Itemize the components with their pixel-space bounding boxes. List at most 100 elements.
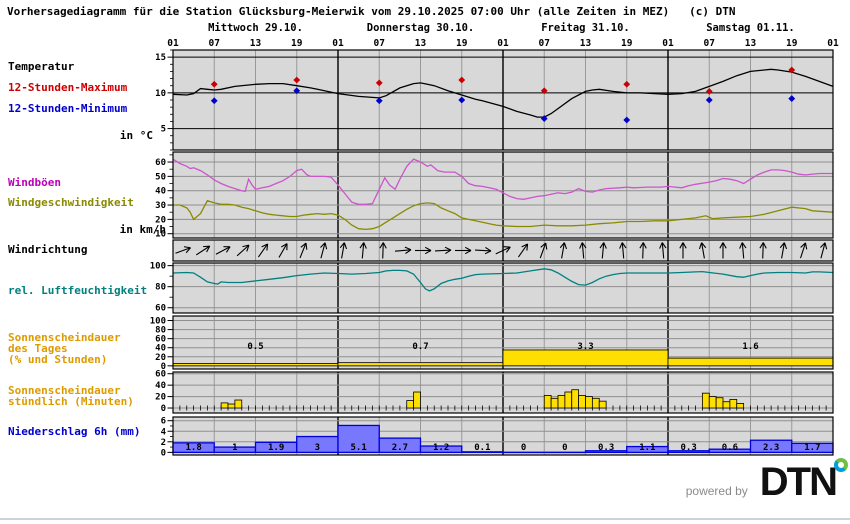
svg-text:1.8: 1.8	[185, 443, 201, 453]
humidity-lines	[172, 268, 834, 292]
label-12h-maximum: 12-Stunden-Maximum	[8, 81, 128, 94]
wind-arrow-icon	[559, 242, 568, 259]
label-sun-hourly-line2: stündlich (Minuten)	[8, 395, 134, 408]
line-rel-luftfeuchtigkeit	[172, 268, 834, 292]
wind-arrow-icon	[719, 242, 727, 259]
label-temperature: Temperatur	[8, 60, 75, 73]
temperature-lines	[172, 66, 834, 124]
svg-text:60: 60	[155, 335, 166, 345]
svg-text:1.2: 1.2	[433, 443, 449, 453]
label-wind-speed: Windgeschwindigkeit	[8, 196, 134, 209]
panel-wind: 10 20 30 40 50 60	[155, 152, 833, 240]
wind-arrow-icon	[195, 245, 211, 256]
label-sun-hourly-line1: Sonnenscheindauer	[8, 384, 121, 397]
dtn-logo-ring-icon	[834, 458, 848, 472]
panel-border-humidity	[172, 262, 834, 314]
svg-text:15: 15	[155, 53, 166, 63]
svg-text:01: 01	[332, 38, 344, 49]
svg-text:0.1: 0.1	[474, 443, 490, 453]
svg-text:0: 0	[161, 448, 166, 458]
svg-text:19: 19	[621, 38, 633, 49]
line-temperatur	[172, 68, 834, 118]
svg-text:Samstag 01.11.: Samstag 01.11.	[706, 22, 795, 34]
svg-text:50: 50	[155, 172, 166, 182]
svg-text:60: 60	[155, 304, 166, 314]
svg-text:20: 20	[155, 353, 166, 363]
forecast-chart: Mittwoch 29.10. Donnerstag 30.10. Freitag …	[150, 22, 839, 458]
wind-arrow-icon	[579, 242, 587, 259]
markers-12-stunden-minimum	[210, 87, 796, 124]
wind-arrow-icon	[236, 244, 250, 257]
wind-arrow-icon	[434, 246, 452, 255]
svg-text:0: 0	[161, 404, 166, 414]
wind-arrow-icon	[698, 242, 707, 259]
svg-text:100: 100	[150, 262, 166, 272]
panel-temperature: 5 10 15	[155, 49, 833, 151]
wind-arrow-icon	[539, 242, 548, 259]
svg-text:3.3: 3.3	[577, 342, 593, 352]
label-sun-daily-line1: Sonnenscheindauer	[8, 331, 121, 344]
dtn-logo: DTN	[759, 458, 848, 504]
svg-text:0.5: 0.5	[247, 342, 263, 352]
label-sun-daily-line3: (% und Stunden)	[8, 353, 108, 366]
svg-text:80: 80	[155, 326, 166, 336]
svg-text:0: 0	[562, 443, 567, 453]
panel-border-sun_daily	[172, 315, 834, 370]
wind-arrow-icon	[599, 242, 607, 259]
wind-arrow-icon	[320, 242, 328, 259]
svg-text:01: 01	[662, 38, 674, 49]
wind-arrow-icon	[659, 242, 667, 259]
wind-arrow-icon	[359, 242, 367, 259]
svg-text:80: 80	[155, 283, 166, 293]
svg-text:5: 5	[161, 125, 166, 135]
svg-text:Freitag 31.10.: Freitag 31.10.	[541, 22, 630, 34]
svg-text:40: 40	[155, 381, 166, 391]
svg-text:13: 13	[415, 38, 427, 49]
svg-text:0.7: 0.7	[412, 342, 428, 352]
svg-text:Mittwoch 29.10.: Mittwoch 29.10.	[208, 22, 303, 34]
svg-text:01: 01	[167, 38, 179, 49]
wind-arrow-icon	[394, 246, 412, 254]
wind-arrow-icon	[759, 242, 767, 259]
svg-text:4: 4	[161, 427, 167, 437]
label-temperature-unit: in °C	[119, 129, 153, 142]
sun-daily-bars: 0.5 0.7 3.3 1.6	[172, 342, 834, 367]
svg-text:5.1: 5.1	[350, 443, 366, 453]
dtn-logo-text: DTN	[759, 460, 838, 504]
line-windb-en	[172, 158, 833, 205]
footer: powered by DTN	[685, 458, 848, 504]
panel-border-sun_hourly	[172, 371, 834, 414]
svg-text:19: 19	[291, 38, 303, 49]
label-precipitation: Niederschlag 6h (mm)	[8, 425, 141, 438]
panel-border-winddir	[172, 239, 834, 262]
wind-arrow-icon	[639, 242, 647, 259]
svg-text:13: 13	[745, 38, 757, 49]
svg-text:1.9: 1.9	[268, 443, 284, 453]
svg-text:2.3: 2.3	[763, 443, 779, 453]
label-wind-direction: Windrichtung	[8, 243, 88, 256]
panel-humidity: 60 80 100	[150, 262, 833, 314]
sun-hourly-bars	[179, 389, 827, 411]
powered-by-text: powered by	[685, 484, 748, 498]
wind-direction-arrows	[175, 242, 828, 259]
svg-text:40: 40	[155, 187, 166, 197]
svg-text:19: 19	[786, 38, 798, 49]
svg-text:30: 30	[155, 201, 166, 211]
svg-text:1: 1	[232, 443, 237, 453]
svg-text:0: 0	[161, 362, 166, 372]
svg-text:10: 10	[155, 230, 166, 240]
wind-arrow-icon	[175, 246, 191, 254]
wind-arrow-icon	[517, 243, 529, 258]
svg-text:01: 01	[497, 38, 509, 49]
wind-arrow-icon	[679, 242, 687, 259]
svg-text:20: 20	[155, 393, 166, 403]
svg-text:2.7: 2.7	[392, 443, 408, 453]
wind-arrow-icon	[415, 246, 432, 255]
svg-text:07: 07	[704, 38, 715, 49]
svg-text:2: 2	[161, 438, 166, 448]
wind-arrow-icon	[619, 242, 627, 259]
svg-text:0.6: 0.6	[722, 443, 738, 453]
wind-arrow-icon	[278, 243, 288, 258]
svg-text:1.7: 1.7	[804, 443, 820, 453]
